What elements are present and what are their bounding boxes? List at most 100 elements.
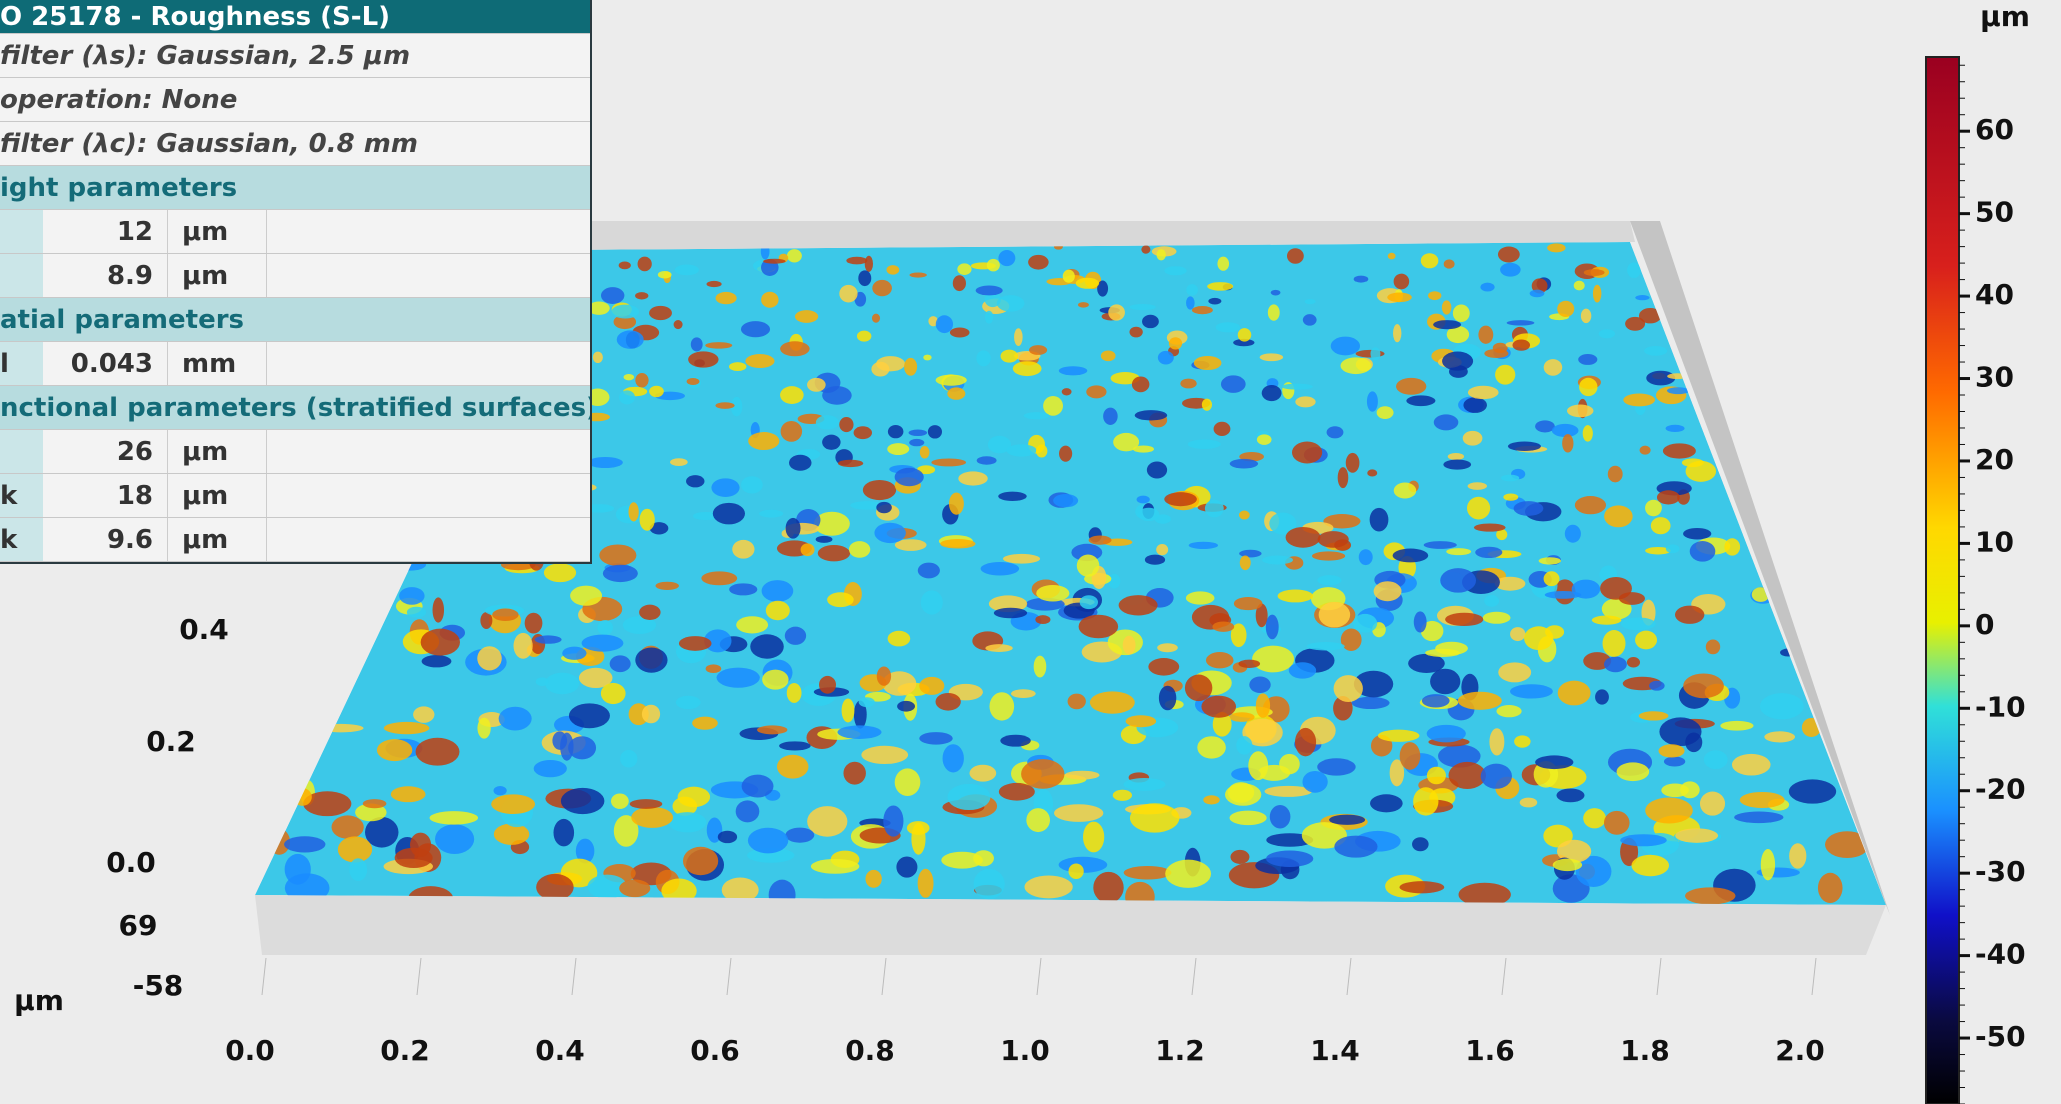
surface-feature bbox=[1689, 541, 1716, 562]
surface-feature bbox=[730, 396, 743, 417]
surface-feature bbox=[677, 786, 711, 808]
surface-feature bbox=[1433, 414, 1459, 431]
surface-feature bbox=[1557, 680, 1591, 706]
surface-feature bbox=[1440, 568, 1477, 593]
surface-feature bbox=[705, 342, 733, 349]
param-row: k 9.6 μm bbox=[0, 518, 590, 562]
surface-feature bbox=[1068, 863, 1084, 880]
surface-feature bbox=[1373, 581, 1402, 602]
surface-feature bbox=[1579, 377, 1598, 397]
surface-feature bbox=[864, 255, 874, 272]
surface-feature bbox=[1165, 859, 1212, 888]
surface-feature bbox=[610, 793, 629, 809]
surface-feature bbox=[1556, 788, 1585, 803]
surface-feature bbox=[1626, 657, 1641, 668]
surface-feature bbox=[1551, 423, 1579, 438]
surface-feature bbox=[1134, 410, 1168, 421]
surface-feature bbox=[1462, 430, 1483, 446]
surface-feature bbox=[1699, 791, 1726, 816]
surface-feature bbox=[1144, 554, 1166, 565]
results-panel: O 25178 - Roughness (S-L) filter (λs): Ga… bbox=[0, 0, 592, 564]
surface-feature bbox=[1220, 375, 1246, 393]
param-value: 12 bbox=[43, 210, 168, 253]
surface-feature bbox=[874, 522, 906, 544]
y-tick-label: 0.2 bbox=[146, 725, 196, 758]
surface-feature bbox=[1103, 407, 1118, 425]
surface-feature bbox=[1067, 693, 1086, 710]
surface-feature bbox=[1370, 794, 1403, 813]
surface-feature bbox=[949, 327, 970, 338]
surface-feature bbox=[848, 541, 871, 558]
x-tick-label: 0.2 bbox=[380, 1034, 430, 1067]
surface-feature bbox=[908, 429, 928, 437]
surface-feature bbox=[587, 874, 628, 899]
surface-feature bbox=[919, 732, 953, 745]
surface-feature bbox=[649, 385, 664, 398]
param-unit: μm bbox=[168, 474, 267, 517]
surface-feature bbox=[1029, 345, 1048, 355]
surface-feature bbox=[1759, 693, 1804, 720]
surface-feature bbox=[1582, 425, 1593, 442]
surface-feature bbox=[678, 636, 712, 651]
surface-feature bbox=[686, 378, 700, 385]
surface-feature bbox=[618, 261, 631, 270]
surface-feature bbox=[1452, 304, 1470, 323]
surface-feature bbox=[1204, 499, 1224, 518]
surface-feature bbox=[1387, 252, 1396, 260]
surface-feature bbox=[284, 836, 326, 853]
surface-feature bbox=[1269, 512, 1297, 535]
surface-feature bbox=[1367, 469, 1378, 477]
surface-feature bbox=[1358, 549, 1373, 566]
surface-feature bbox=[1457, 691, 1502, 710]
surface-feature bbox=[1248, 751, 1269, 781]
surface-feature bbox=[1079, 595, 1098, 610]
surface-feature bbox=[716, 667, 760, 688]
x-tick bbox=[261, 957, 267, 996]
surface-feature bbox=[721, 877, 759, 903]
surface-feature bbox=[1562, 434, 1574, 453]
surface-feature bbox=[1370, 347, 1381, 361]
surface-feature bbox=[635, 647, 668, 673]
param-name: k bbox=[0, 518, 43, 561]
surface-feature bbox=[952, 275, 966, 292]
surface-feature bbox=[692, 716, 718, 730]
surface-feature bbox=[909, 438, 925, 447]
surface-feature bbox=[975, 285, 1003, 296]
surface-feature bbox=[1602, 630, 1626, 657]
surface-feature bbox=[1639, 445, 1651, 455]
surface-feature bbox=[818, 675, 837, 694]
surface-feature bbox=[976, 350, 991, 367]
surface-feature bbox=[578, 667, 613, 688]
surface-feature bbox=[947, 783, 991, 811]
surface-feature bbox=[1076, 554, 1100, 577]
surface-feature bbox=[1256, 434, 1272, 445]
param-name: k bbox=[0, 474, 43, 517]
surface-feature bbox=[1392, 548, 1429, 563]
surface-feature bbox=[1035, 444, 1048, 458]
surface-feature bbox=[383, 721, 430, 735]
surface-feature bbox=[1351, 696, 1390, 710]
surface-feature bbox=[1267, 304, 1280, 321]
surface-feature bbox=[631, 806, 674, 828]
surface-feature bbox=[649, 305, 672, 321]
surface-feature bbox=[1649, 680, 1665, 691]
surface-feature bbox=[675, 695, 701, 710]
surface-feature bbox=[318, 723, 364, 733]
surface-feature bbox=[993, 607, 1028, 619]
surface-feature bbox=[1088, 535, 1112, 545]
surface-feature bbox=[1259, 353, 1284, 362]
surface-feature bbox=[491, 794, 536, 814]
surface-feature bbox=[894, 467, 924, 487]
surface-feature bbox=[800, 543, 815, 557]
surface-feature bbox=[1264, 785, 1312, 797]
z-unit: μm bbox=[14, 984, 64, 1017]
surface-feature bbox=[1377, 729, 1420, 742]
surface-feature bbox=[1600, 577, 1632, 600]
surface-feature bbox=[1002, 553, 1041, 564]
surface-feature bbox=[420, 628, 460, 656]
surface-feature bbox=[1233, 338, 1255, 347]
surface-feature bbox=[1658, 744, 1685, 758]
surface-feature bbox=[853, 700, 867, 729]
surface-feature bbox=[1326, 426, 1344, 439]
surface-feature bbox=[1239, 549, 1262, 558]
